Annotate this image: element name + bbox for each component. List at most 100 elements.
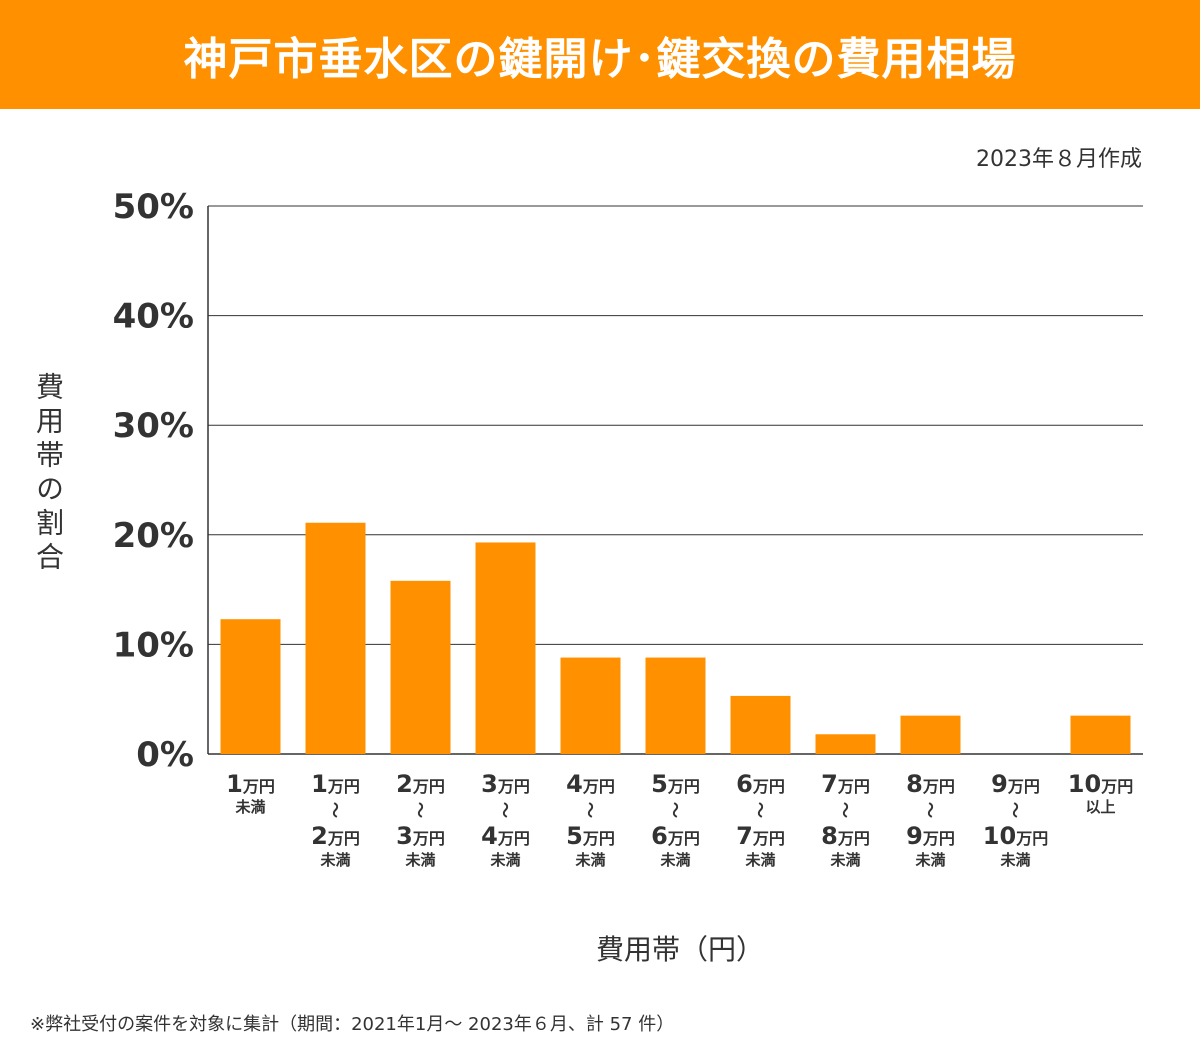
x-tick-unit: 万円 xyxy=(412,777,445,796)
x-tick-number: 9 xyxy=(906,822,923,850)
x-tick-label: 4万円 xyxy=(566,770,615,798)
x-tick-unit: 万円 xyxy=(1100,777,1133,796)
x-tick-unit: 万円 xyxy=(667,777,700,796)
bar xyxy=(815,734,876,754)
x-tick-unit: 万円 xyxy=(837,829,870,848)
x-tick-label: 7万円 xyxy=(821,770,870,798)
y-tick-label: 10% xyxy=(113,625,194,665)
x-tick-unit: 万円 xyxy=(327,829,360,848)
x-tick-unit: 万円 xyxy=(667,829,700,848)
y-tick-label: 40% xyxy=(113,297,194,337)
x-tick-label-upper: 6万円 xyxy=(651,822,700,850)
x-tick-note: 未満 xyxy=(829,851,860,869)
x-tick-unit: 万円 xyxy=(1015,829,1048,848)
x-tick-label-upper: 2万円 xyxy=(311,822,360,850)
x-tick-unit: 万円 xyxy=(582,777,615,796)
bar xyxy=(730,695,791,754)
x-tick-tilde: 〜 xyxy=(496,802,515,818)
x-tick-number: 5 xyxy=(651,770,668,798)
x-tick-number: 6 xyxy=(651,822,668,850)
bar xyxy=(220,619,281,754)
x-tick-unit: 万円 xyxy=(837,777,870,796)
bar xyxy=(1070,715,1131,754)
x-tick-label-upper: 10万円 xyxy=(983,822,1048,850)
x-tick-label-upper: 9万円 xyxy=(906,822,955,850)
x-tick-label: 9万円 xyxy=(991,770,1040,798)
x-tick-label: 2万円 xyxy=(396,770,445,798)
bar xyxy=(560,657,621,754)
x-tick-unit: 万円 xyxy=(752,777,785,796)
x-tick-label-upper: 8万円 xyxy=(821,822,870,850)
x-tick-note: 未満 xyxy=(744,851,775,869)
x-tick-label-upper: 7万円 xyxy=(736,822,785,850)
x-tick-tilde: 〜 xyxy=(1006,802,1025,818)
x-tick-unit: 万円 xyxy=(327,777,360,796)
x-tick-number: 3 xyxy=(396,822,413,850)
x-tick-label: 6万円 xyxy=(736,770,785,798)
x-axis-title: 費用帯（円） xyxy=(595,933,764,966)
x-tick-tilde: 〜 xyxy=(581,802,600,818)
x-tick-note: 未満 xyxy=(999,851,1030,869)
x-tick-number: 8 xyxy=(821,822,838,850)
x-tick-number: 3 xyxy=(481,770,498,798)
created-date: 2023年８月作成 xyxy=(976,147,1142,172)
x-tick-label: 10万円 xyxy=(1068,770,1133,798)
x-tick-tilde: 〜 xyxy=(326,802,345,818)
x-tick-label-upper: 5万円 xyxy=(566,822,615,850)
x-tick-label: 3万円 xyxy=(481,770,530,798)
x-tick-unit: 万円 xyxy=(582,829,615,848)
x-tick-unit: 万円 xyxy=(497,777,530,796)
x-tick-number: 7 xyxy=(821,770,838,798)
x-tick-unit: 万円 xyxy=(242,777,275,796)
x-tick-number: 10 xyxy=(1068,770,1101,798)
x-tick-unit: 万円 xyxy=(922,829,955,848)
x-tick-label: 8万円 xyxy=(906,770,955,798)
x-tick-label: 1万円 xyxy=(226,770,275,798)
y-tick-label: 0% xyxy=(136,735,194,775)
x-tick-label: 5万円 xyxy=(651,770,700,798)
bar xyxy=(390,580,451,754)
x-tick-unit: 万円 xyxy=(1007,777,1040,796)
y-tick-label: 30% xyxy=(113,406,194,446)
x-tick-note: 未満 xyxy=(574,851,605,869)
x-tick-label-upper: 3万円 xyxy=(396,822,445,850)
x-tick-number: 6 xyxy=(736,770,753,798)
x-tick-note: 未満 xyxy=(489,851,520,869)
x-tick-number: 10 xyxy=(983,822,1016,850)
y-axis-title: 費用帯の割合 xyxy=(32,372,65,576)
x-tick-label: 1万円 xyxy=(311,770,360,798)
x-tick-note: 未満 xyxy=(404,851,435,869)
y-tick-label: 50% xyxy=(113,187,194,227)
x-tick-number: 1 xyxy=(311,770,328,798)
x-tick-tilde: 〜 xyxy=(751,802,770,818)
x-tick-tilde: 〜 xyxy=(836,802,855,818)
x-tick-note: 未満 xyxy=(659,851,690,869)
x-tick-number: 5 xyxy=(566,822,583,850)
x-tick-tilde: 〜 xyxy=(921,802,940,818)
x-tick-note: 未満 xyxy=(914,851,945,869)
x-tick-note: 以上 xyxy=(1085,798,1115,816)
x-tick-note: 未満 xyxy=(234,798,265,816)
x-tick-note: 未満 xyxy=(319,851,350,869)
x-tick-number: 2 xyxy=(396,770,413,798)
x-tick-label-upper: 4万円 xyxy=(481,822,530,850)
x-tick-tilde: 〜 xyxy=(411,802,430,818)
bar xyxy=(645,657,706,754)
y-tick-label: 20% xyxy=(113,516,194,556)
bar xyxy=(475,542,536,754)
x-tick-unit: 万円 xyxy=(497,829,530,848)
footnote: ※弊社受付の案件を対象に集計（期間：2021年1月～ 2023年６月、計 57 … xyxy=(30,1014,675,1035)
title-banner: 神戸市垂水区の鍵開け･鍵交換の費用相場 xyxy=(0,0,1200,109)
x-tick-unit: 万円 xyxy=(412,829,445,848)
x-tick-unit: 万円 xyxy=(752,829,785,848)
bar xyxy=(305,522,366,754)
x-tick-number: 4 xyxy=(481,822,498,850)
x-tick-number: 4 xyxy=(566,770,583,798)
bar xyxy=(900,715,961,754)
x-tick-number: 9 xyxy=(991,770,1008,798)
x-tick-number: 2 xyxy=(311,822,328,850)
x-tick-unit: 万円 xyxy=(922,777,955,796)
x-tick-number: 7 xyxy=(736,822,753,850)
x-tick-tilde: 〜 xyxy=(666,802,685,818)
